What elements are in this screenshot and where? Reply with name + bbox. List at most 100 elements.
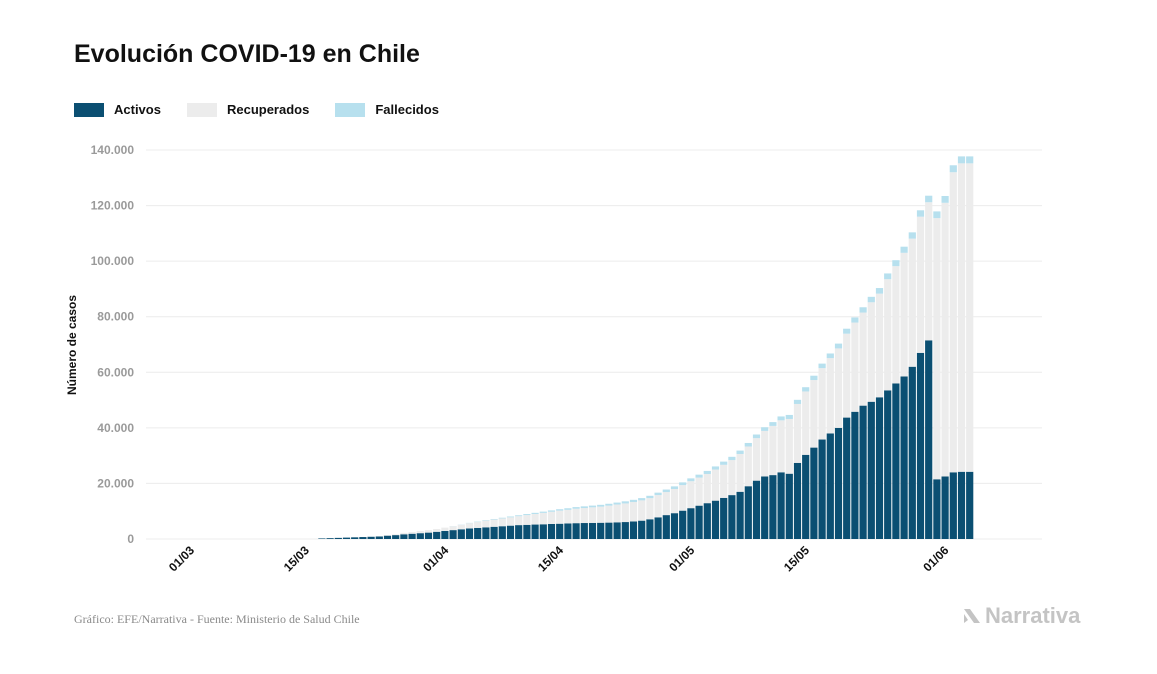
bar-fallecidos <box>506 516 515 518</box>
bar-fallecidos <box>826 353 834 359</box>
bar-fallecidos <box>629 499 638 503</box>
bar-activos <box>884 390 892 539</box>
bar-fallecidos <box>556 509 564 511</box>
bar-fallecidos <box>613 502 621 505</box>
bar-fallecidos <box>925 195 933 203</box>
bar-fallecidos <box>900 246 908 253</box>
x-tick-label: 01/06 <box>920 543 951 574</box>
bar-activos <box>424 532 433 539</box>
bar-activos <box>359 537 367 539</box>
bar-activos <box>449 530 457 539</box>
bar-recuperados <box>588 507 597 523</box>
bar-recuperados <box>654 495 662 518</box>
bar-recuperados <box>777 420 785 473</box>
legend-swatch-fallecidos <box>335 102 366 117</box>
bar-fallecidos <box>949 165 957 173</box>
bar-activos <box>875 397 884 539</box>
bar-activos <box>523 524 531 539</box>
bar-fallecidos <box>662 489 670 493</box>
bar-activos <box>465 528 474 539</box>
bar-recuperados <box>515 516 523 526</box>
bar-recuperados <box>793 403 802 463</box>
x-tick-label: 15/05 <box>781 543 812 574</box>
bar-recuperados <box>736 453 744 492</box>
bar-recuperados <box>449 526 457 531</box>
legend-swatch-activos <box>74 102 104 117</box>
y-tick-label: 120.000 <box>91 199 135 213</box>
legend-item-fallecidos: Fallecidos <box>335 102 439 117</box>
y-tick-label: 20.000 <box>97 476 134 490</box>
bar-activos <box>818 439 826 539</box>
bar-recuperados <box>687 481 695 509</box>
bar-fallecidos <box>941 195 949 203</box>
bar-fallecidos <box>720 461 728 465</box>
bar-fallecidos <box>851 317 859 323</box>
bar-fallecidos <box>843 328 851 334</box>
bar-recuperados <box>802 391 810 455</box>
y-tick-label: 100.000 <box>91 254 135 268</box>
bar-fallecidos <box>736 450 744 454</box>
bar-recuperados <box>925 202 933 341</box>
bar-activos <box>400 534 408 539</box>
bar-activos <box>867 401 875 539</box>
bars <box>318 156 974 539</box>
bar-fallecidos <box>547 510 556 512</box>
bar-activos <box>498 526 506 539</box>
y-tick-label: 80.000 <box>97 310 134 324</box>
bar-activos <box>531 524 539 539</box>
bar-recuperados <box>720 464 728 498</box>
bar-fallecidos <box>933 211 941 219</box>
bar-fallecidos <box>769 422 777 426</box>
bar-fallecidos <box>621 501 629 504</box>
brand-name: Narrativa <box>985 603 1081 628</box>
bar-recuperados <box>613 504 621 523</box>
bar-fallecidos <box>711 466 720 470</box>
brand-logo: Narrativa <box>962 603 1080 629</box>
source-note: Gráfico: EFE/Narrativa - Fuente: Ministe… <box>74 612 360 626</box>
bar-activos <box>892 383 900 539</box>
bar-activos <box>900 376 908 539</box>
bar-fallecidos <box>687 478 695 482</box>
bar-activos <box>588 522 597 539</box>
legend: Activos Recuperados Fallecidos <box>74 102 465 117</box>
bar-recuperados <box>711 469 720 501</box>
y-tick-label: 140.000 <box>91 143 135 157</box>
bar-activos <box>392 535 400 539</box>
bar-fallecidos <box>654 492 662 496</box>
bar-activos <box>916 352 925 539</box>
bar-activos <box>736 491 744 539</box>
bar-recuperados <box>556 510 564 524</box>
bar-fallecidos <box>761 427 769 431</box>
bar-fallecidos <box>728 456 736 461</box>
x-tick-label: 15/03 <box>281 543 312 574</box>
bar-fallecidos <box>916 210 925 217</box>
bar-recuperados <box>900 252 908 377</box>
bar-activos <box>556 523 564 539</box>
bar-recuperados <box>638 500 646 521</box>
bar-recuperados <box>662 492 670 516</box>
bar-activos <box>908 366 916 539</box>
bar-fallecidos <box>966 156 974 164</box>
bar-recuperados <box>859 312 867 406</box>
bar-recuperados <box>400 532 408 535</box>
bar-activos <box>728 495 736 539</box>
bar-activos <box>744 486 752 539</box>
bar-activos <box>810 447 818 539</box>
bar-fallecidos <box>523 514 531 516</box>
bar-fallecidos <box>515 515 523 517</box>
bar-fallecidos <box>834 343 843 349</box>
bar-activos <box>318 538 326 539</box>
bar-recuperados <box>416 530 424 534</box>
bar-recuperados <box>383 535 392 536</box>
bar-fallecidos <box>679 482 687 486</box>
bar-recuperados <box>810 380 818 448</box>
bar-fallecidos <box>892 260 900 267</box>
bar-fallecidos <box>793 399 802 404</box>
bar-recuperados <box>482 520 490 528</box>
bar-fallecidos <box>597 504 605 507</box>
bar-activos <box>834 427 843 539</box>
bar-activos <box>490 526 498 539</box>
bar-fallecidos <box>564 508 572 510</box>
bar-recuperados <box>474 522 482 528</box>
bar-activos <box>326 538 334 539</box>
